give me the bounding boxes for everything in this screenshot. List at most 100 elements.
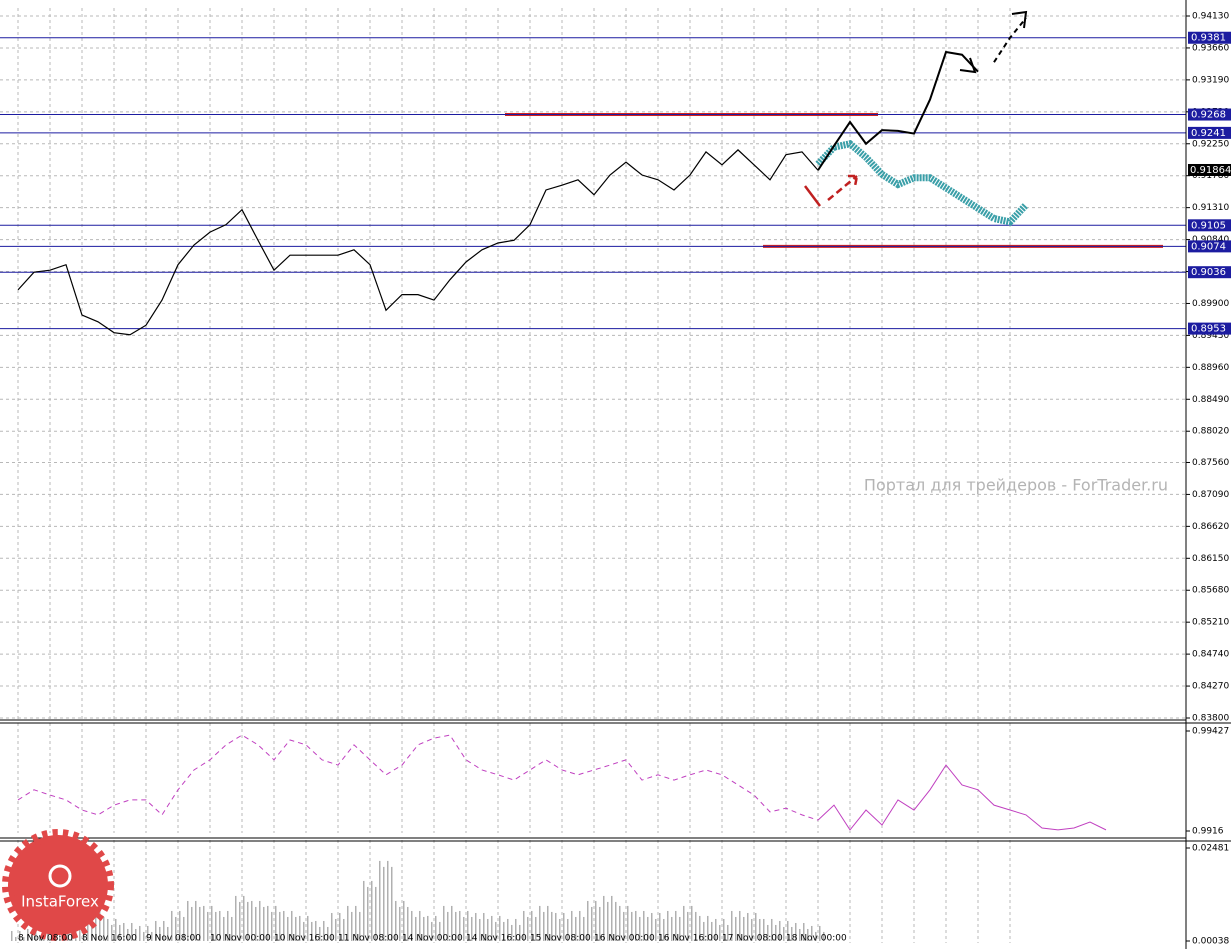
volume-bar — [267, 905, 269, 941]
volume-bar — [311, 921, 313, 941]
y-tick-label: 0.84270 — [1192, 682, 1229, 692]
volume-bar — [631, 911, 633, 941]
volume-bar — [595, 900, 597, 941]
y-tick-label: 0.99427 — [1192, 727, 1229, 737]
series-line — [815, 139, 1029, 226]
volume-bar — [659, 912, 661, 941]
volume-bar — [539, 905, 541, 941]
volume-bar — [483, 912, 485, 941]
volume-bar — [343, 918, 345, 941]
volume-bar — [215, 911, 217, 941]
volume-bar — [115, 918, 117, 941]
volume-bar — [415, 916, 417, 941]
series-line — [17, 734, 819, 821]
volume-bar — [123, 922, 125, 941]
volume-bar — [511, 924, 513, 941]
volume-bar — [283, 910, 285, 941]
x-tick-label: 16 Nov 00:00 — [594, 934, 655, 944]
volume-bar — [95, 916, 97, 941]
volume-bar — [691, 905, 693, 941]
volume-bar — [239, 901, 241, 941]
volume-bar — [303, 921, 305, 941]
level-label: 0.9036 — [1191, 267, 1226, 278]
volume-bar — [507, 918, 509, 941]
watermark: Портал для трейдеров - ForTrader.ru — [864, 476, 1168, 495]
volume-bar — [147, 925, 149, 941]
volume-bar — [551, 911, 553, 941]
series-line — [993, 17, 1027, 63]
x-tick-label: 8 Nov 16:00 — [82, 934, 137, 944]
y-tick-label: 0.92250 — [1192, 139, 1229, 149]
y-tick-label: 0.00038 — [1192, 937, 1229, 947]
volume-bar — [703, 921, 705, 941]
volume-bar — [655, 918, 657, 941]
volume-bar — [155, 920, 157, 941]
volume-bar — [763, 918, 765, 941]
volume-bar — [227, 910, 229, 941]
series-line — [817, 50, 979, 171]
volume-bar — [167, 926, 169, 941]
volume-bar — [651, 912, 653, 941]
price-box — [1188, 163, 1231, 176]
volume-bar — [363, 880, 365, 941]
volume-bar — [295, 916, 297, 941]
y-tick-label: 0.93190 — [1192, 75, 1229, 85]
volume-bar — [731, 910, 733, 941]
volume-bar — [203, 905, 205, 941]
volume-bar — [11, 930, 13, 941]
volume-bar — [355, 905, 357, 941]
volume-bar — [431, 921, 433, 941]
level-label: 0.9074 — [1191, 241, 1226, 252]
volume-bar — [795, 922, 797, 941]
volume-bar — [171, 910, 173, 941]
series-line — [17, 149, 819, 336]
volume-bar — [695, 911, 697, 941]
y-tick-label: 0.87090 — [1192, 490, 1229, 500]
volume-bar — [815, 931, 817, 941]
volume-bar — [727, 924, 729, 941]
volume-bar — [819, 925, 821, 941]
x-tick-label: 15 Nov 08:00 — [530, 934, 591, 944]
volume-bar — [423, 916, 425, 941]
x-tick-label: 9 Nov 08:00 — [146, 934, 201, 944]
volume-bar — [491, 915, 493, 941]
volume-bar — [571, 910, 573, 941]
axis-layer: 0.941300.936600.931900.927200.922500.917… — [18, 12, 1231, 947]
volume-bar — [291, 910, 293, 941]
volume-bar — [531, 910, 533, 941]
x-tick-label: 14 Nov 00:00 — [402, 934, 463, 944]
volume-bar — [159, 926, 161, 941]
logo-text: InstaForex — [21, 893, 99, 911]
x-tick-label: 16 Nov 16:00 — [658, 934, 719, 944]
volume-bar — [399, 906, 401, 941]
x-tick-label: 18 Nov 00:00 — [786, 934, 847, 944]
volume-bar — [499, 915, 501, 941]
volume-bar — [599, 906, 601, 941]
volume-bar — [407, 906, 409, 941]
volume-bar — [99, 910, 101, 941]
y-tick-label: 0.88960 — [1192, 363, 1229, 373]
volume-bar — [103, 916, 105, 941]
volume-bar — [327, 926, 329, 941]
volume-bar — [527, 916, 529, 941]
volume-bar — [287, 916, 289, 941]
x-tick-label: 10 Nov 16:00 — [274, 934, 335, 944]
volume-bar — [163, 920, 165, 941]
volume-bar — [707, 915, 709, 941]
volume-bar — [395, 900, 397, 941]
y-tick-label: 0.90840 — [1192, 235, 1229, 245]
volume-bar — [611, 895, 613, 941]
volume-bar — [743, 916, 745, 941]
volume-bar — [435, 915, 437, 941]
volume-bar — [791, 926, 793, 941]
red-arrow — [827, 174, 859, 201]
volume-bar — [775, 924, 777, 941]
volume-bar — [803, 922, 805, 941]
y-tick-label: 0.9916 — [1192, 827, 1224, 837]
volume-bar — [647, 916, 649, 941]
logo: InstaForex — [2, 829, 114, 941]
volume-bar — [591, 906, 593, 941]
volume-bar — [667, 910, 669, 941]
volume-bar — [27, 928, 29, 941]
